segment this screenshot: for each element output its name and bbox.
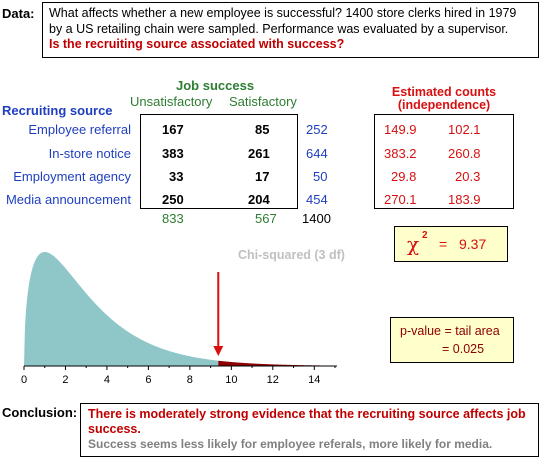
cell-r4-c2: 204 [248,192,270,207]
cell-r3-c2: 17 [255,169,270,184]
chi-equals: = [439,236,448,252]
col-total-unsatisfactory: 833 [162,211,184,226]
row-label-employment-agency: Employment agency [13,169,131,184]
cell-r2-c1: 383 [162,146,184,161]
x-tick-label: 6 [145,374,151,386]
chi-squared-stat-box: χ 2 = 9.37 [394,226,508,262]
x-tick-label: 10 [225,374,237,386]
cell-r2-c2: 261 [248,146,270,161]
conclusion-main: There is moderately strong evidence that… [88,407,526,436]
est-r3-c2: 20.3 [455,169,481,184]
p-value-line-1: p-value = tail area [400,324,500,338]
chi-exponent: 2 [422,230,428,241]
job-success-header: Job success [176,78,255,93]
estimated-counts-box [374,114,514,209]
cell-r1-c1: 167 [162,122,184,137]
est-r1-c2: 102.1 [448,122,481,137]
col-header-satisfactory: Satisfactory [229,94,297,109]
tail-area [218,360,335,366]
estimated-title-line-1: Estimated counts [391,85,497,99]
est-r4-c1: 270.1 [384,192,417,207]
data-label: Data: [2,6,35,21]
data-question: Is the recruiting source associated with… [49,37,345,51]
grand-total: 1400 [302,211,331,226]
est-r3-c1: 29.8 [391,169,417,184]
estimated-counts-title: Estimated counts (independence) [374,86,514,112]
statistic-marker-arrowhead [213,346,224,356]
est-r1-c1: 149.9 [384,122,417,137]
chi-symbol: χ [407,232,420,256]
conclusion-box: There is moderately strong evidence that… [80,403,539,457]
row-label-media-announcement: Media announcement [5,192,131,207]
col-header-unsatisfactory: Unsatisfactory [130,94,213,109]
estimated-title-line-2: (independence) [397,98,491,112]
p-value-box: p-value = tail area = 0.025 [390,317,514,363]
x-tick-label: 14 [308,374,320,386]
contingency-table-box [140,114,298,209]
conclusion-label: Conclusion: [2,405,78,420]
cell-r1-c2: 85 [255,122,270,137]
x-tick-label: 12 [267,374,279,386]
chi-squared-density-chart: Chi-squared (3 df) 0 2 4 6 8 10 12 14 [21,248,345,386]
x-tick-label: 8 [187,374,193,386]
x-tick-label: 0 [21,374,27,386]
est-r2-c2: 260.8 [448,146,481,161]
row-total-1: 252 [306,122,328,137]
col-total-satisfactory: 567 [255,211,277,226]
recruiting-source-header: Recruiting source [2,103,113,118]
data-text-line-1: What affects whether a new employee is s… [49,6,517,20]
chart-title: Chi-squared (3 df) [238,248,345,262]
conclusion-detail: Success seems less likely for employee r… [88,437,493,451]
cell-r4-c1: 250 [162,192,184,207]
data-text-line-2: by a US retailing chain were sampled. Pe… [49,21,509,36]
row-total-4: 454 [306,192,328,207]
chi-value: 9.37 [459,236,487,252]
p-value-line-2: = 0.025 [442,342,485,356]
x-tick-label: 4 [104,374,110,386]
est-r2-c1: 383.2 [384,146,417,161]
est-r4-c2: 183.9 [448,192,481,207]
x-tick-label: 2 [62,374,68,386]
data-description-box: What affects whether a new employee is s… [42,2,539,58]
row-label-in-store-notice: In-store notice [48,146,131,161]
density-area [24,252,219,366]
cell-r3-c1: 33 [169,169,184,184]
row-label-employee-referral: Employee referral [28,122,131,137]
row-total-3: 50 [313,169,328,184]
row-total-2: 644 [306,146,328,161]
